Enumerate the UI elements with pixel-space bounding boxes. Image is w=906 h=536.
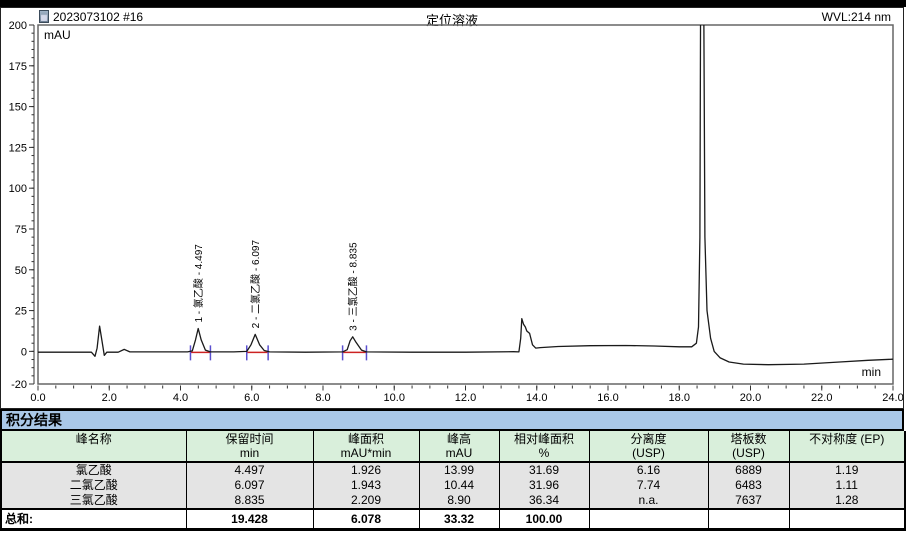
col-resolution: 分离度 (USP) <box>588 431 709 463</box>
svg-text:25: 25 <box>15 306 27 318</box>
svg-text:50: 50 <box>15 265 27 277</box>
col-retention-time: 保留时间 min <box>185 431 314 463</box>
table-row-peak-3: 三氯乙酸 8.835 2.209 8.90 36.34 n.a. 7637 1.… <box>0 493 906 509</box>
col-relative-area: 相对峰面积% <box>498 431 590 463</box>
svg-text:mAU: mAU <box>44 28 71 42</box>
results-table: 峰名称 保留时间 min 峰面积 mAU*min 峰高 mAU 相对峰面积% 分离度(… <box>0 431 906 531</box>
svg-text:22.0: 22.0 <box>811 392 832 404</box>
svg-text:75: 75 <box>15 224 27 236</box>
svg-text:12.0: 12.0 <box>455 392 476 404</box>
svg-text:2.0: 2.0 <box>102 392 117 404</box>
results-title: 积分结果 <box>0 409 904 431</box>
peak-label: 2 - 二氯乙酸 - 6.097 <box>249 240 262 329</box>
svg-text:150: 150 <box>9 102 27 114</box>
svg-text:0.0: 0.0 <box>30 392 45 404</box>
svg-text:8.0: 8.0 <box>315 392 330 404</box>
svg-text:0: 0 <box>21 346 27 358</box>
svg-text:14.0: 14.0 <box>526 392 547 404</box>
svg-text:20.0: 20.0 <box>740 392 761 404</box>
integration-results-panel: 积分结果 峰名称 保留时间 min 峰面积 mAU*min 峰高 mAU 相对峰面积%… <box>0 409 906 531</box>
col-asymmetry: 不对称度 (EP) <box>788 431 906 463</box>
svg-text:min: min <box>862 365 881 379</box>
window-top-strip <box>0 0 906 7</box>
svg-text:18.0: 18.0 <box>669 392 690 404</box>
svg-text:200: 200 <box>9 20 27 32</box>
table-row-peak-2: 二氯乙酸 6.097 1.943 10.44 31.96 7.74 6483 1… <box>0 478 906 493</box>
peak-label: 1 - 氯乙酸 - 4.497 <box>192 244 205 323</box>
svg-text:100: 100 <box>9 183 27 195</box>
svg-text:16.0: 16.0 <box>597 392 618 404</box>
peak-label: 3 - 三氯乙酸 - 8.835 <box>347 242 360 331</box>
table-row-total: 总和: 19.428 6.078 33.32 100.00 <box>0 508 906 530</box>
chromatogram-panel: ▦ 2023073102 #16 定位溶液 WVL:214 nm -20 0 25 5… <box>0 7 904 409</box>
col-peak-area: 峰面积 mAU*min <box>312 431 420 463</box>
chromatogram-plot: -20 0 25 50 75 100 125 150 175 200 0.0 2.0 4.0 6.0 8.0… <box>9 20 904 404</box>
col-peak-name: 峰名称 <box>0 431 187 463</box>
col-plates: 塔板数 (USP) <box>707 431 790 463</box>
sample-id: 2023073102 #16 <box>53 10 144 24</box>
table-row-peak-1: 氯乙酸 4.497 1.926 13.99 31.69 6.16 6889 1.… <box>0 462 906 478</box>
svg-text:175: 175 <box>9 61 27 73</box>
svg-text:6.0: 6.0 <box>244 392 259 404</box>
col-peak-height: 峰高 mAU <box>418 431 500 463</box>
wavelength-label: WVL:214 nm <box>821 10 891 24</box>
table-header-row: 峰名称 保留时间 min 峰面积 mAU*min 峰高 mAU 相对峰面积% 分离度(… <box>0 431 906 463</box>
injection-icon: ▦ <box>39 10 49 23</box>
svg-text:125: 125 <box>9 142 27 154</box>
svg-text:10.0: 10.0 <box>384 392 405 404</box>
svg-text:4.0: 4.0 <box>173 392 188 404</box>
svg-text:-20: -20 <box>11 379 27 391</box>
svg-text:24.0: 24.0 <box>882 392 903 404</box>
